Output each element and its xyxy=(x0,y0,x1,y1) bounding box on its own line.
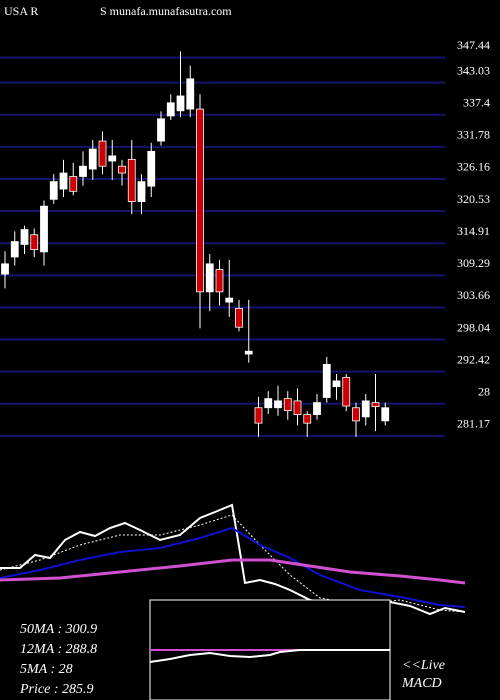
y-tick-label: 320.53 xyxy=(457,192,490,206)
candle-body xyxy=(108,155,117,162)
candle-body xyxy=(137,181,146,203)
macd-line xyxy=(149,649,390,663)
y-tick-label: 337.4 xyxy=(463,96,490,110)
ma12-line xyxy=(0,526,466,608)
candle-body xyxy=(1,263,9,275)
y-tick-label: 347.44 xyxy=(457,38,490,52)
candle-body xyxy=(176,95,185,112)
candle-body xyxy=(196,108,204,293)
candle-body xyxy=(118,165,126,174)
candle-body xyxy=(303,414,312,424)
candle-body xyxy=(59,172,68,190)
candle-body xyxy=(98,140,107,167)
macd-label: <<Live xyxy=(402,658,445,673)
price-label: Price : 285.9 xyxy=(19,682,93,697)
y-tick-label: 292.42 xyxy=(457,352,490,366)
y-tick-label: 298.04 xyxy=(457,320,490,334)
chart-title: USA R xyxy=(4,4,38,18)
candle-body xyxy=(274,400,282,409)
candle-body xyxy=(225,297,234,303)
candle-body xyxy=(235,307,243,328)
candle-body xyxy=(88,148,97,170)
ma50-line xyxy=(0,558,466,585)
y-tick-label: 326.16 xyxy=(457,160,490,174)
candle-body xyxy=(332,380,341,388)
candle-body xyxy=(244,350,253,355)
candle-body xyxy=(254,407,263,424)
candle-body xyxy=(10,241,19,258)
ma-label: 5MA : 28 xyxy=(20,662,73,677)
y-tick-label: 343.03 xyxy=(457,63,490,77)
candle-body xyxy=(361,400,370,418)
ma-label: 12MA : 288.8 xyxy=(20,642,97,657)
y-tick-label: 28 xyxy=(478,384,490,398)
candle-body xyxy=(147,150,156,187)
candle-body xyxy=(215,269,224,293)
candle-body xyxy=(186,78,195,110)
y-tick-label: 303.66 xyxy=(457,288,490,302)
candle-body xyxy=(157,118,165,142)
y-tick-label: 331.78 xyxy=(457,128,490,142)
candle-body xyxy=(30,234,39,250)
y-tick-label: 281.17 xyxy=(457,417,490,431)
candle-body xyxy=(49,181,58,200)
candle-body xyxy=(20,229,29,245)
candle-body xyxy=(79,165,87,177)
chart-subtitle: S munafa.munafasutra.com xyxy=(100,4,232,18)
candle-body xyxy=(283,398,292,411)
candle-body xyxy=(205,263,214,293)
candle-body xyxy=(264,398,273,409)
y-tick-label: 314.91 xyxy=(457,224,490,238)
candle-body xyxy=(69,176,78,192)
candle-body xyxy=(342,377,351,407)
candle-body xyxy=(322,363,331,398)
candle-body xyxy=(166,102,175,117)
candle-body xyxy=(40,205,48,253)
macd-label: MACD xyxy=(401,676,442,691)
candle-body xyxy=(127,158,136,203)
candle-body xyxy=(371,402,380,407)
candle-body xyxy=(381,407,390,422)
y-tick-label: 309.29 xyxy=(457,256,490,270)
candle-body xyxy=(293,400,302,415)
candle-body xyxy=(313,402,321,415)
candle-body xyxy=(352,407,360,422)
ma5-line xyxy=(0,514,466,613)
ma-label: 50MA : 300.9 xyxy=(20,622,97,637)
